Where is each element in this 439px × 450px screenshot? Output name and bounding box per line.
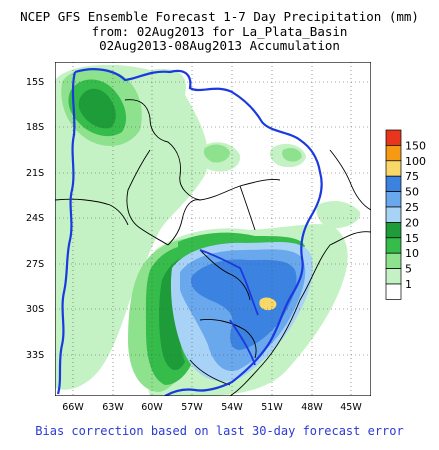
legend-label: 15 (405, 232, 419, 245)
x-tick-label: 54W (221, 402, 243, 413)
uruguay-border (199, 319, 257, 359)
y-tick-label: 15S (26, 77, 44, 88)
x-tick-label: 51W (261, 402, 283, 413)
legend-swatch (385, 191, 402, 208)
precip-mid-green-patch-2 (282, 148, 302, 162)
legend-swatch (385, 252, 402, 269)
brazil-bolivia-border (124, 99, 201, 201)
precip-deep-blue (190, 259, 297, 350)
x-tick-label: 63W (102, 402, 124, 413)
legend-label: 1 (405, 278, 412, 291)
x-axis: 66W 63W 60W 57W 54W 51W 48W 45W (62, 402, 362, 413)
legend-swatch (385, 160, 402, 177)
legend-swatch (385, 175, 402, 192)
argentina-bolivia-border (55, 198, 129, 226)
legend-label: 75 (405, 170, 419, 183)
x-tick-label: 45W (340, 402, 362, 413)
precip-mid-green-patch (203, 144, 230, 163)
country-borders (55, 99, 371, 396)
precipitation-legend: 150 100 75 50 25 20 15 10 5 1 (385, 129, 426, 300)
y-tick-label: 27S (26, 259, 44, 270)
precip-patch-coast (316, 200, 361, 229)
legend-swatch (385, 268, 402, 285)
paraguay-brazil-border (167, 199, 201, 246)
grid-lines (55, 62, 371, 396)
precip-dark-green-nw (78, 88, 116, 129)
legend-label: 10 (405, 247, 419, 260)
y-tick-label: 30S (26, 304, 44, 315)
legend-swatch (385, 129, 402, 146)
title-line-1: NCEP GFS Ensemble Forecast 1-7 Day Preci… (20, 9, 419, 24)
title-line-3: 02Aug2013-08Aug2013 Accumulation (99, 38, 340, 53)
bolivia-paraguay-border (126, 149, 169, 246)
legend-swatch (385, 222, 402, 239)
y-tick-label: 24S (26, 213, 44, 224)
y-axis: 15S 18S 21S 24S 27S 30S 33S (26, 77, 44, 361)
argentina-brazil-border (199, 249, 251, 301)
x-tick-label: 66W (62, 402, 84, 413)
legend-swatch (385, 145, 402, 162)
legend-swatch (385, 237, 402, 254)
legend-label: 100 (405, 155, 426, 168)
legend-label: 50 (405, 186, 419, 199)
legend-swatch (385, 206, 402, 223)
title-line-2: from: 02Aug2013 for La_Plata_Basin (91, 24, 348, 39)
precip-light-green-west (55, 64, 209, 390)
la-plata-basin-outline (56, 68, 323, 396)
basin-inner-outline (199, 249, 259, 366)
y-tick-label: 33S (26, 350, 44, 361)
legend-swatch (385, 283, 402, 300)
y-tick-label: 18S (26, 122, 44, 133)
x-tick-label: 60W (141, 402, 163, 413)
interior-state-2 (239, 185, 256, 231)
x-tick-label: 57W (181, 402, 203, 413)
legend-label: 5 (405, 263, 412, 276)
coast-north (329, 149, 371, 211)
legend-label: 25 (405, 201, 419, 214)
coastline (229, 231, 371, 396)
y-tick-label: 21S (26, 168, 44, 179)
x-tick-label: 48W (301, 402, 323, 413)
map-plot-area (55, 62, 371, 396)
bias-correction-note: Bias correction based on last 30-day for… (35, 424, 404, 438)
legend-label: 20 (405, 216, 419, 229)
legend-label: 150 (405, 139, 426, 152)
